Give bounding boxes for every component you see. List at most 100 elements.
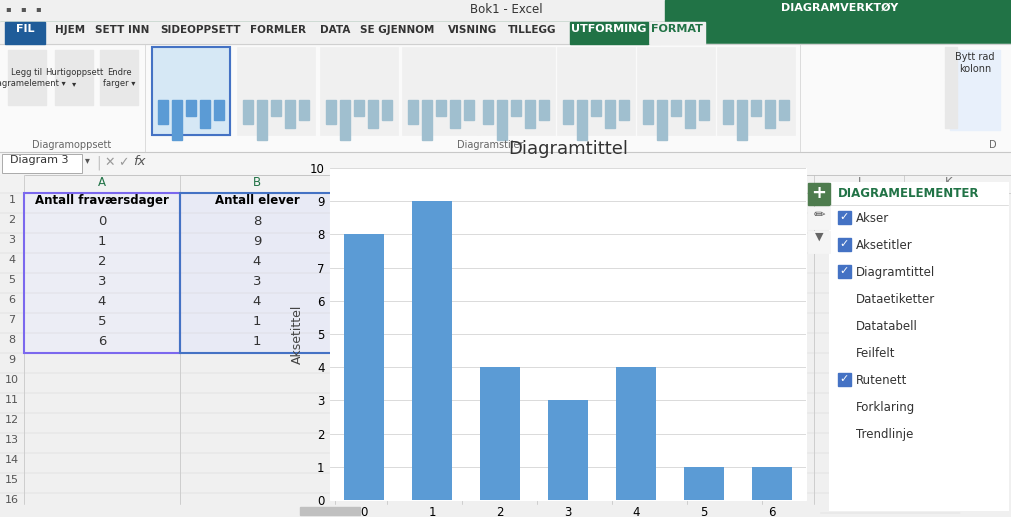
Bar xyxy=(411,201,452,500)
Text: Diagram 3: Diagram 3 xyxy=(10,155,69,165)
Bar xyxy=(636,47,715,135)
Bar xyxy=(0,22,1011,44)
Text: FIL: FIL xyxy=(16,24,34,34)
Bar xyxy=(340,100,350,140)
Text: G: G xyxy=(644,176,653,189)
Bar xyxy=(180,193,335,353)
Bar xyxy=(547,400,587,500)
Bar xyxy=(24,193,180,353)
Text: Endre
farger ▾: Endre farger ▾ xyxy=(103,68,135,88)
Bar xyxy=(298,100,308,120)
Text: 1: 1 xyxy=(98,235,106,248)
Text: 4: 4 xyxy=(253,255,261,268)
Bar xyxy=(837,346,850,359)
Bar xyxy=(751,467,792,500)
Text: DIAGRAMVERKTØY: DIAGRAMVERKTØY xyxy=(780,3,898,13)
Bar xyxy=(750,100,760,116)
Text: ▼: ▼ xyxy=(814,232,822,242)
Text: FORMAT: FORMAT xyxy=(650,24,703,34)
Bar xyxy=(684,100,695,128)
Text: +: + xyxy=(811,184,826,202)
Bar xyxy=(590,100,601,116)
Bar xyxy=(807,183,829,205)
Bar xyxy=(476,47,554,135)
Bar xyxy=(152,47,229,135)
Bar xyxy=(344,234,384,500)
Text: 6: 6 xyxy=(98,335,106,348)
Text: H: H xyxy=(719,176,728,189)
Bar xyxy=(837,265,850,278)
Bar xyxy=(656,100,666,140)
Text: D: D xyxy=(419,176,428,189)
Bar xyxy=(2,154,82,173)
Text: 14: 14 xyxy=(5,455,19,465)
Bar xyxy=(837,373,850,386)
Bar xyxy=(243,100,253,124)
Bar xyxy=(837,211,850,224)
Bar xyxy=(200,100,210,128)
Bar xyxy=(944,80,956,112)
Bar xyxy=(271,100,281,116)
Bar xyxy=(237,47,314,135)
Text: 9: 9 xyxy=(8,355,15,365)
Bar xyxy=(837,427,850,440)
Title: Diagramtittel: Diagramtittel xyxy=(508,140,628,158)
Bar xyxy=(482,100,492,124)
Bar xyxy=(407,100,418,124)
Bar xyxy=(285,100,295,128)
Text: J: J xyxy=(856,176,859,189)
Bar xyxy=(736,100,746,140)
Bar xyxy=(511,100,521,116)
Text: Antall fraværsdager: Antall fraværsdager xyxy=(35,194,169,207)
Text: ✕: ✕ xyxy=(104,156,114,169)
Bar xyxy=(422,100,432,140)
Text: Feilfelt: Feilfelt xyxy=(855,347,895,360)
Text: B: B xyxy=(253,176,261,189)
Bar xyxy=(807,207,829,229)
Bar xyxy=(0,22,659,44)
Text: 2: 2 xyxy=(98,255,106,268)
Text: FORMLER: FORMLER xyxy=(250,25,305,35)
Text: VISNING: VISNING xyxy=(448,25,496,35)
Bar xyxy=(401,47,479,135)
Text: 3: 3 xyxy=(98,275,106,288)
Text: 12: 12 xyxy=(5,415,19,425)
Text: Diagramstiler: Diagramstiler xyxy=(456,140,523,150)
Bar xyxy=(8,50,45,105)
Text: 1: 1 xyxy=(253,335,261,348)
Text: D: D xyxy=(988,140,996,150)
Bar xyxy=(330,168,805,500)
Bar xyxy=(949,50,999,130)
Text: HJEM: HJEM xyxy=(55,25,85,35)
Text: DIAGRAMELEMENTER: DIAGRAMELEMENTER xyxy=(837,187,979,200)
Text: Hurtigoppsett
▾: Hurtigoppsett ▾ xyxy=(44,68,103,88)
Text: ✓: ✓ xyxy=(838,374,848,384)
Text: Bok1 - Excel: Bok1 - Excel xyxy=(469,3,542,16)
Bar xyxy=(158,100,168,124)
Bar xyxy=(2,47,242,139)
Text: 2: 2 xyxy=(8,215,15,225)
Bar xyxy=(381,100,391,120)
Text: DATA: DATA xyxy=(319,25,350,35)
Bar xyxy=(100,50,137,105)
Text: 4: 4 xyxy=(253,295,261,308)
Text: F: F xyxy=(570,176,576,189)
Bar xyxy=(2,154,82,173)
Bar xyxy=(615,367,656,500)
Text: 4: 4 xyxy=(98,295,106,308)
Bar xyxy=(319,47,397,135)
Text: 3: 3 xyxy=(253,275,261,288)
Text: SETT INN: SETT INN xyxy=(95,25,150,35)
Text: fx: fx xyxy=(132,155,146,168)
Bar xyxy=(837,292,850,305)
Text: 9: 9 xyxy=(253,235,261,248)
Bar xyxy=(463,100,473,120)
Bar xyxy=(837,265,850,278)
Bar xyxy=(944,113,956,128)
Bar xyxy=(479,367,520,500)
Text: Bytt rad
kolonn: Bytt rad kolonn xyxy=(954,52,994,73)
Bar xyxy=(257,100,267,140)
Text: 8: 8 xyxy=(253,215,261,228)
Text: ▾: ▾ xyxy=(85,155,90,165)
Text: ✏: ✏ xyxy=(813,208,824,222)
